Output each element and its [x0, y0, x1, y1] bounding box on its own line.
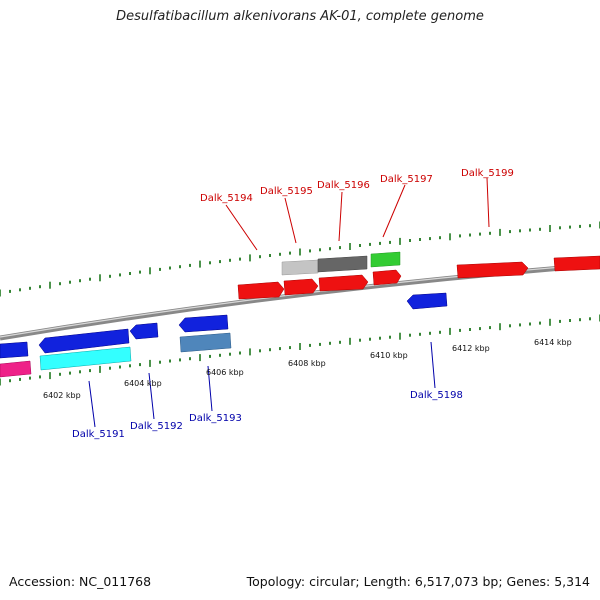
feature-magenta-block[interactable] — [0, 360, 32, 378]
tick-label-6412: 6412 kbp — [452, 344, 490, 353]
gene-dalk-5196-arrow[interactable] — [318, 274, 369, 292]
gene-forward-edge-arrow[interactable] — [553, 255, 600, 272]
label-dalk-5197[interactable]: Dalk_5197 — [380, 174, 433, 185]
label-dalk-5196[interactable]: Dalk_5196 — [317, 180, 370, 191]
outer-tick-ring — [0, 221, 600, 297]
gene-dalk-5194-arrow[interactable] — [237, 281, 285, 300]
gene-dalk-5199-arrow[interactable] — [456, 261, 529, 279]
reverse-leader-lines — [88, 341, 436, 428]
gene-dalk-5192-arrow[interactable] — [129, 322, 159, 340]
tick-label-6402: 6402 kbp — [43, 391, 81, 400]
gene-dalk-5191-arrow[interactable] — [38, 328, 130, 354]
gene-dalk-5197-arrow[interactable] — [372, 269, 402, 286]
tick-label-6410: 6410 kbp — [370, 351, 408, 360]
label-dalk-5192[interactable]: Dalk_5192 — [130, 421, 183, 432]
gene-dalk-5193-arrow[interactable] — [178, 314, 229, 333]
gene-dalk-5198-arrow[interactable] — [406, 292, 448, 310]
label-dalk-5195[interactable]: Dalk_5195 — [260, 186, 313, 197]
label-dalk-5193[interactable]: Dalk_5193 — [189, 413, 242, 424]
tick-label-6414: 6414 kbp — [534, 338, 572, 347]
forward-genes — [237, 251, 600, 300]
tick-label-6408: 6408 kbp — [288, 359, 326, 368]
label-dalk-5199[interactable]: Dalk_5199 — [461, 168, 514, 179]
feature-light-gray-block[interactable] — [281, 259, 319, 276]
genome-summary-text: Topology: circular; Length: 6,517,073 bp… — [246, 574, 590, 589]
map-title: Desulfatibacillum alkenivorans AK-01, co… — [116, 9, 484, 24]
label-dalk-5194[interactable]: Dalk_5194 — [200, 193, 253, 204]
accession-text: Accession: NC_011768 — [9, 574, 152, 589]
inner-tick-ring — [0, 314, 600, 386]
gene-dalk-5195-arrow[interactable] — [283, 278, 319, 296]
feature-steel-blue-block[interactable] — [179, 332, 232, 353]
feature-green-block[interactable] — [370, 251, 401, 268]
reverse-genes — [0, 292, 448, 378]
feature-cyan-block[interactable] — [39, 346, 132, 371]
feature-dark-gray-block[interactable] — [317, 255, 368, 273]
forward-leader-lines — [225, 177, 490, 251]
label-dalk-5191[interactable]: Dalk_5191 — [72, 429, 125, 440]
label-dalk-5198[interactable]: Dalk_5198 — [410, 390, 463, 401]
gene-left-edge-arrow[interactable] — [0, 341, 29, 359]
tick-label-6404: 6404 kbp — [124, 379, 162, 388]
tick-label-6406: 6406 kbp — [206, 368, 244, 377]
